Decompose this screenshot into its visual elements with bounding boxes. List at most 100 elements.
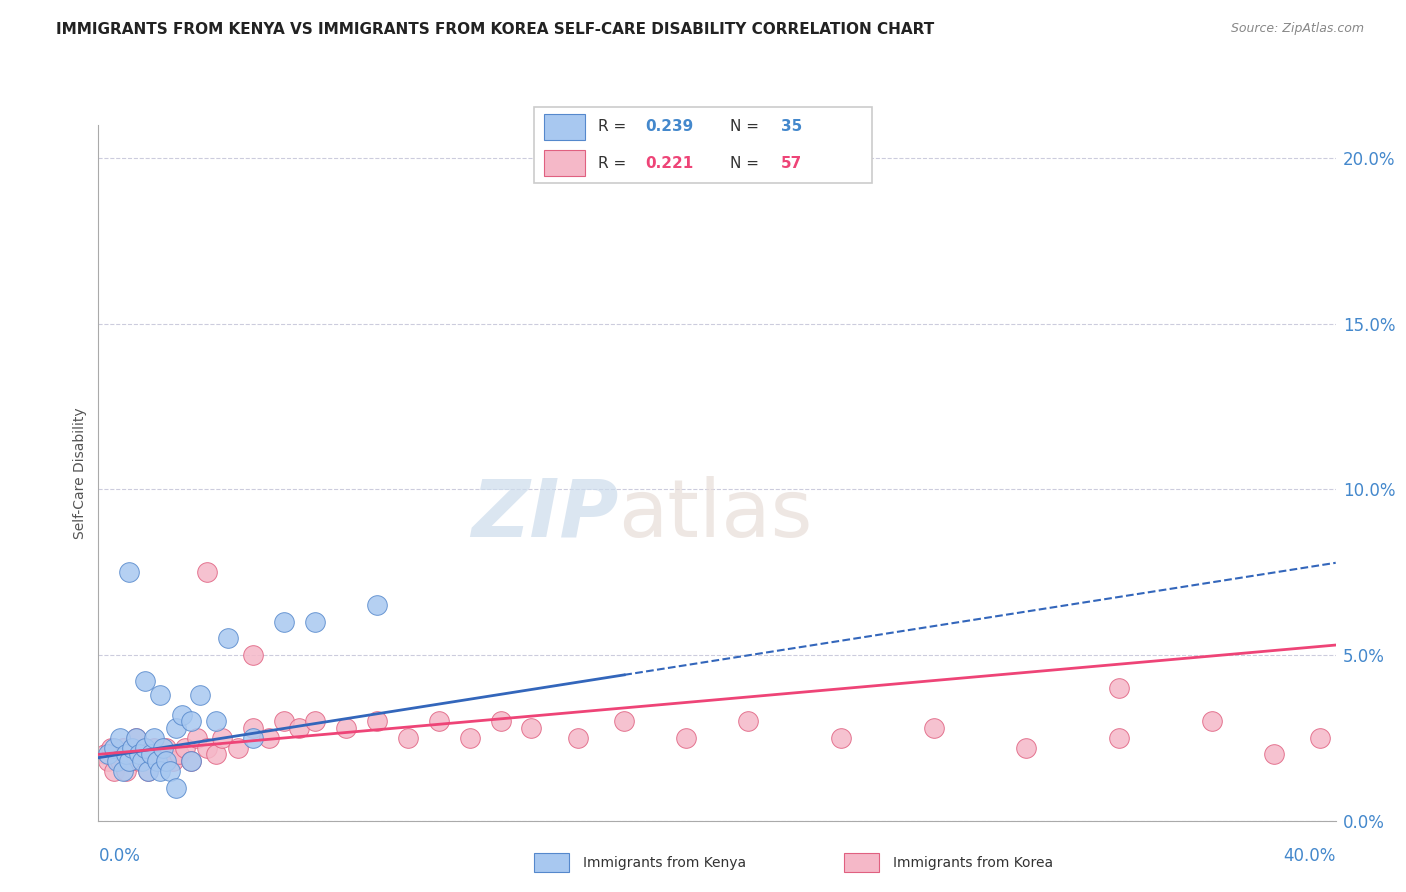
Point	[304, 615, 326, 629]
Point	[131, 747, 153, 762]
Point	[97, 747, 120, 762]
Point	[1108, 681, 1130, 695]
Text: ZIP: ZIP	[471, 475, 619, 554]
Point	[124, 731, 146, 745]
Text: 0.221: 0.221	[645, 155, 695, 170]
FancyBboxPatch shape	[544, 150, 585, 176]
Point	[134, 674, 156, 689]
Point	[124, 731, 146, 745]
Point	[335, 721, 357, 735]
Point	[675, 731, 697, 745]
Text: 57: 57	[780, 155, 801, 170]
Point	[1015, 740, 1038, 755]
Point	[366, 714, 388, 729]
Text: 0.239: 0.239	[645, 120, 695, 135]
FancyBboxPatch shape	[534, 107, 872, 183]
Text: 0.0%: 0.0%	[98, 847, 141, 865]
Point	[112, 740, 135, 755]
Point	[205, 714, 228, 729]
Point	[195, 740, 218, 755]
Point	[118, 754, 141, 768]
Point	[180, 714, 202, 729]
Point	[737, 714, 759, 729]
Point	[520, 721, 543, 735]
Point	[217, 632, 239, 646]
Point	[427, 714, 450, 729]
Point	[366, 599, 388, 613]
Point	[118, 565, 141, 579]
Point	[165, 721, 187, 735]
Point	[103, 764, 125, 778]
Point	[1309, 731, 1331, 745]
Point	[136, 764, 159, 778]
Point	[167, 747, 190, 762]
Point	[458, 731, 481, 745]
Text: R =: R =	[599, 155, 627, 170]
Y-axis label: Self-Care Disability: Self-Care Disability	[73, 407, 87, 539]
Point	[567, 731, 589, 745]
Point	[242, 731, 264, 745]
Point	[1108, 731, 1130, 745]
Point	[115, 747, 138, 762]
Point	[134, 740, 156, 755]
Point	[115, 764, 138, 778]
Text: R =: R =	[599, 120, 627, 135]
Point	[149, 688, 172, 702]
Point	[143, 740, 166, 755]
Point	[134, 740, 156, 755]
Point	[149, 747, 172, 762]
Point	[146, 754, 169, 768]
Point	[205, 747, 228, 762]
Point	[195, 565, 218, 579]
Point	[155, 754, 177, 768]
Text: N =: N =	[730, 120, 759, 135]
Point	[112, 764, 135, 778]
Point	[146, 754, 169, 768]
Point	[152, 740, 174, 755]
Text: Immigrants from Korea: Immigrants from Korea	[893, 855, 1053, 870]
Point	[830, 731, 852, 745]
Point	[139, 747, 162, 762]
Point	[159, 764, 181, 778]
Point	[118, 754, 141, 768]
Point	[136, 764, 159, 778]
Point	[1263, 747, 1285, 762]
Point	[273, 714, 295, 729]
Point	[1201, 714, 1223, 729]
FancyBboxPatch shape	[544, 114, 585, 140]
Point	[143, 731, 166, 745]
Point	[103, 740, 125, 755]
Point	[613, 714, 636, 729]
Point	[97, 754, 120, 768]
Point	[128, 754, 150, 768]
Point	[226, 740, 249, 755]
Point	[121, 740, 143, 755]
Point	[257, 731, 280, 745]
Point	[108, 731, 131, 745]
Point	[180, 754, 202, 768]
Point	[93, 747, 115, 762]
Text: 35: 35	[780, 120, 801, 135]
Point	[273, 615, 295, 629]
Point	[489, 714, 512, 729]
Point	[139, 747, 162, 762]
Point	[180, 754, 202, 768]
Point	[211, 731, 233, 745]
Point	[190, 688, 212, 702]
Point	[100, 740, 122, 755]
Point	[165, 780, 187, 795]
Point	[155, 740, 177, 755]
Text: Immigrants from Kenya: Immigrants from Kenya	[583, 855, 747, 870]
Point	[105, 754, 128, 768]
Point	[149, 764, 172, 778]
Text: Source: ZipAtlas.com: Source: ZipAtlas.com	[1230, 22, 1364, 36]
Text: 40.0%: 40.0%	[1284, 847, 1336, 865]
Point	[105, 747, 128, 762]
Point	[108, 754, 131, 768]
Point	[396, 731, 419, 745]
Text: IMMIGRANTS FROM KENYA VS IMMIGRANTS FROM KOREA SELF-CARE DISABILITY CORRELATION : IMMIGRANTS FROM KENYA VS IMMIGRANTS FROM…	[56, 22, 935, 37]
Point	[242, 648, 264, 662]
Text: atlas: atlas	[619, 475, 813, 554]
Point	[128, 747, 150, 762]
Point	[162, 754, 184, 768]
